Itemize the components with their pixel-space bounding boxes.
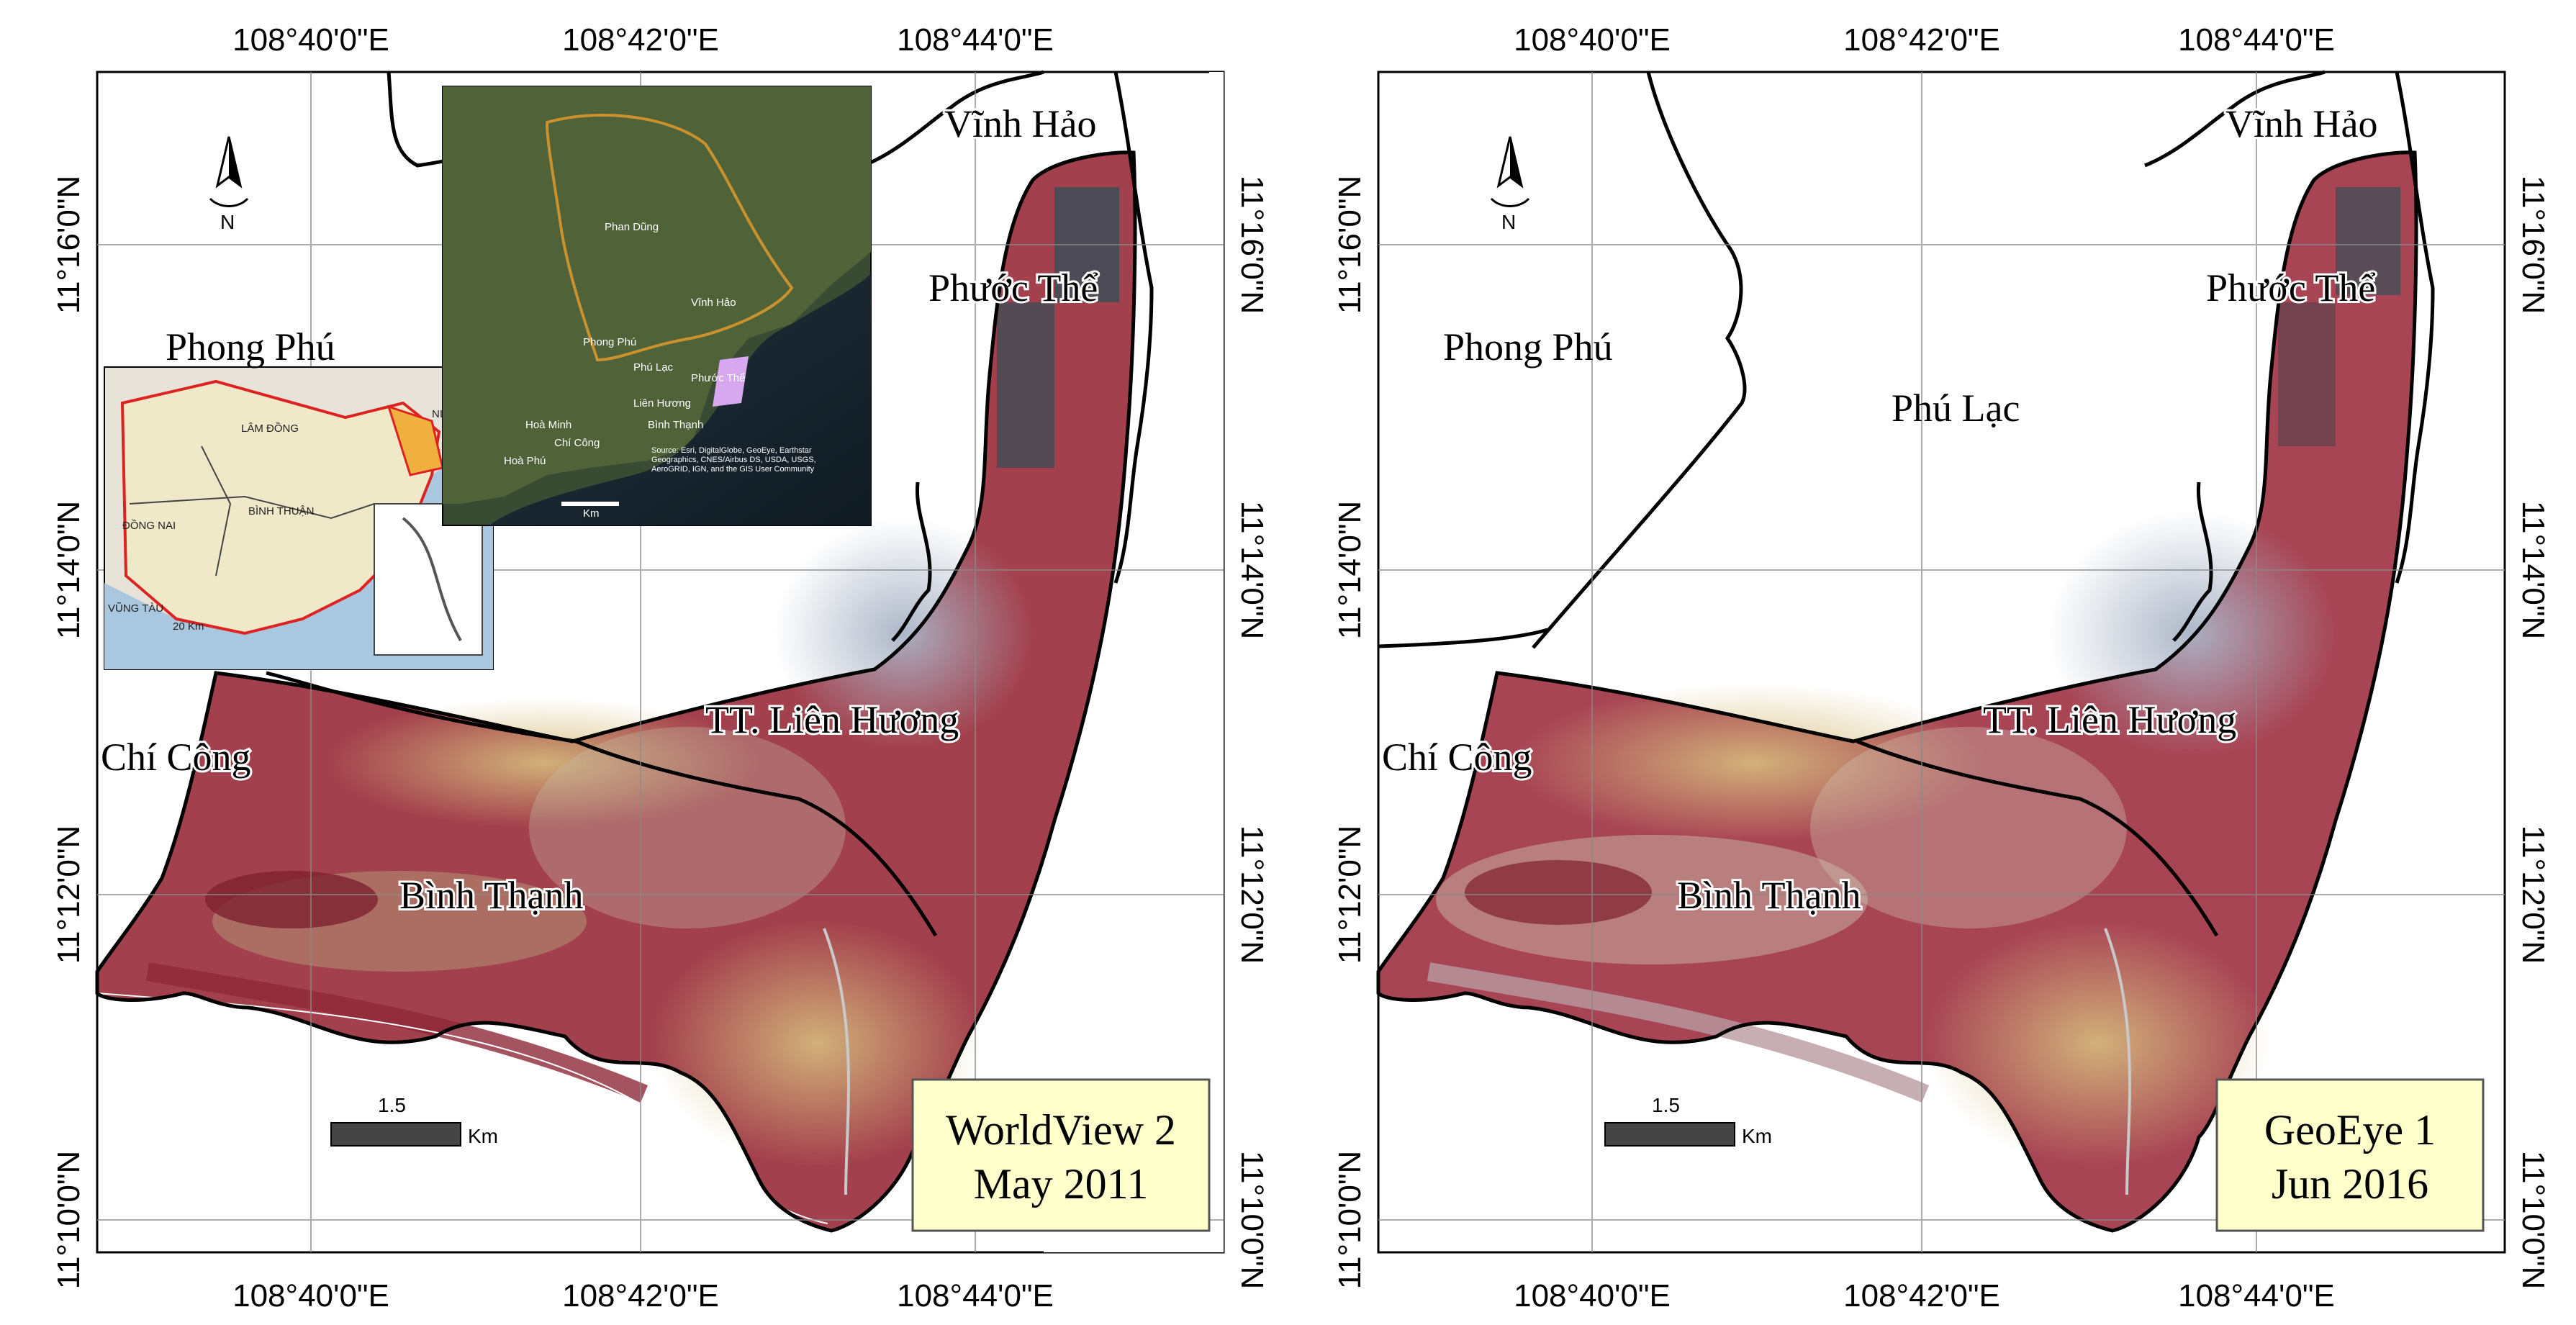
inset-district-scale: Km bbox=[583, 507, 600, 520]
scale-unit: Km bbox=[468, 1125, 498, 1147]
lon-label-bottom-1: 108°40'0"E bbox=[1514, 1278, 1671, 1313]
place-vinh-hao: Vĩnh Hảo bbox=[2225, 102, 2377, 145]
lat-label-right-3: 11°12'0"N bbox=[1234, 826, 1270, 964]
graticule bbox=[1378, 72, 2505, 1252]
commune-boundaries bbox=[1378, 70, 2435, 1231]
lon-label-bottom-2: 108°42'0"E bbox=[562, 1278, 719, 1313]
place-lien-huong: TT. Liên Hương bbox=[705, 698, 959, 741]
inset-label-phuoc-the: Phước Thể bbox=[691, 372, 745, 384]
scale-bar: 1.5 Km bbox=[330, 1094, 498, 1147]
lat-label-left-1: 11°16'0"N bbox=[1332, 176, 1368, 314]
lon-label-bottom-3: 108°44'0"E bbox=[2178, 1278, 2335, 1313]
lon-label-top-3: 108°44'0"E bbox=[2178, 22, 2335, 58]
inset-label-phu-lac: Phú Lạc bbox=[633, 361, 674, 374]
scale-value: 1.5 bbox=[378, 1094, 406, 1116]
place-phuoc-the: Phước Thể bbox=[2206, 266, 2375, 309]
inset-label-lam-dong: LÂM ĐỒNG bbox=[241, 422, 299, 435]
sensor-label-box: WorldView 2 May 2011 bbox=[911, 1078, 1211, 1232]
lon-label-bottom-3: 108°44'0"E bbox=[897, 1278, 1054, 1313]
lat-label-left-4: 11°10'0"N bbox=[1332, 1151, 1368, 1289]
sensor-label-box: GeoEye 1 Jun 2016 bbox=[2215, 1078, 2485, 1232]
lat-label-left-3: 11°12'0"N bbox=[1332, 826, 1368, 964]
lat-label-right-1: 11°16'0"N bbox=[2516, 176, 2551, 314]
inset-label-binh-thuan: BÌNH THUẬN bbox=[248, 505, 314, 517]
lat-label-right-3: 11°12'0"N bbox=[2516, 826, 2551, 964]
satellite-image bbox=[1378, 152, 2416, 1231]
inset-label-binh-thanh: Bình Thạnh bbox=[648, 419, 703, 431]
panel-right: N Vĩnh Hảo Phước Thể Phong Phú Phú Lạc C… bbox=[1332, 22, 2551, 1313]
north-label: N bbox=[220, 211, 235, 233]
scale-value: 1.5 bbox=[1652, 1094, 1680, 1116]
inset-district-map: Phan Dũng Phong Phú Vĩnh Hảo Phú Lạc Liê… bbox=[442, 86, 872, 526]
inset-label-dong-nai: ĐỒNG NAI bbox=[122, 519, 176, 532]
lon-label-top-2: 108°42'0"E bbox=[1843, 22, 2000, 58]
lat-label-left-4: 11°10'0"N bbox=[51, 1151, 86, 1289]
satellite-image bbox=[97, 152, 1135, 1231]
place-chi-cong: Chí Công bbox=[101, 736, 251, 779]
inset-label-hoa-minh: Hoà Minh bbox=[525, 419, 571, 431]
inset-label-vinh-hao: Vĩnh Hảo bbox=[691, 297, 736, 309]
lon-label-top-2: 108°42'0"E bbox=[562, 22, 719, 58]
lon-label-bottom-2: 108°42'0"E bbox=[1843, 1278, 2000, 1313]
sensor-name: WorldView 2 bbox=[946, 1106, 1176, 1154]
lat-label-right-2: 11°14'0"N bbox=[2516, 501, 2551, 639]
inset-label-hoa-phu: Hoà Phú bbox=[504, 455, 546, 467]
place-binh-thanh: Bình Thạnh bbox=[399, 874, 584, 917]
place-phong-phu: Phong Phú bbox=[1443, 325, 1613, 368]
place-phuoc-the: Phước Thể bbox=[928, 266, 1098, 309]
inset-label-vung-tau: VŨNG TÀU bbox=[108, 602, 163, 615]
place-binh-thanh: Bình Thạnh bbox=[1677, 874, 1861, 917]
lat-label-right-2: 11°14'0"N bbox=[1234, 501, 1270, 639]
inset-province-map: LÂM ĐỒNG NINH THUẬN ĐỒNG NAI BÌNH THUẬN … bbox=[104, 366, 498, 670]
lat-label-right-4: 11°10'0"N bbox=[2516, 1151, 2551, 1289]
inset-district-labels: Phan Dũng Phong Phú Vĩnh Hảo Phú Lạc Liê… bbox=[504, 221, 745, 520]
inset-credit: Source: Esri, DigitalGlobe, GeoEye, Eart… bbox=[651, 446, 816, 474]
sensor-name: GeoEye 1 bbox=[2264, 1106, 2436, 1154]
inset-label-phong-phu: Phong Phú bbox=[583, 336, 636, 348]
lon-label-top-1: 108°40'0"E bbox=[232, 22, 389, 58]
inset-scale: 20 Km bbox=[173, 620, 204, 633]
lat-label-left-3: 11°12'0"N bbox=[51, 826, 86, 964]
inset-label-chi-cong: Chí Công bbox=[554, 437, 600, 449]
panel-left: LÂM ĐỒNG NINH THUẬN ĐỒNG NAI BÌNH THUẬN … bbox=[51, 22, 1270, 1313]
lat-label-left-1: 11°16'0"N bbox=[51, 176, 86, 314]
lon-label-top-3: 108°44'0"E bbox=[897, 22, 1054, 58]
place-phong-phu: Phong Phú bbox=[166, 325, 335, 368]
lat-label-left-2: 11°14'0"N bbox=[51, 501, 86, 639]
inset-label-phan-dung: Phan Dũng bbox=[605, 221, 659, 233]
north-arrow-icon: N bbox=[1490, 136, 1530, 233]
place-chi-cong: Chí Công bbox=[1382, 736, 1532, 779]
lat-label-right-1: 11°16'0"N bbox=[1234, 176, 1270, 314]
sensor-date: Jun 2016 bbox=[2272, 1160, 2428, 1208]
place-vinh-hao: Vĩnh Hảo bbox=[944, 102, 1096, 145]
lat-label-left-2: 11°14'0"N bbox=[1332, 501, 1368, 639]
scale-unit: Km bbox=[1742, 1125, 1772, 1147]
place-lien-huong: TT. Liên Hương bbox=[1983, 698, 2236, 741]
scale-bar: 1.5 Km bbox=[1604, 1094, 1772, 1147]
north-arrow-icon: N bbox=[209, 136, 249, 233]
lat-label-right-4: 11°10'0"N bbox=[1234, 1151, 1270, 1289]
sensor-date: May 2011 bbox=[974, 1160, 1149, 1208]
place-phu-lac: Phú Lạc bbox=[1892, 386, 2020, 430]
inset-label-lien-huong: Liên Hương bbox=[633, 397, 691, 410]
lon-label-top-1: 108°40'0"E bbox=[1514, 22, 1671, 58]
lon-label-bottom-1: 108°40'0"E bbox=[232, 1278, 389, 1313]
north-label: N bbox=[1501, 211, 1516, 233]
